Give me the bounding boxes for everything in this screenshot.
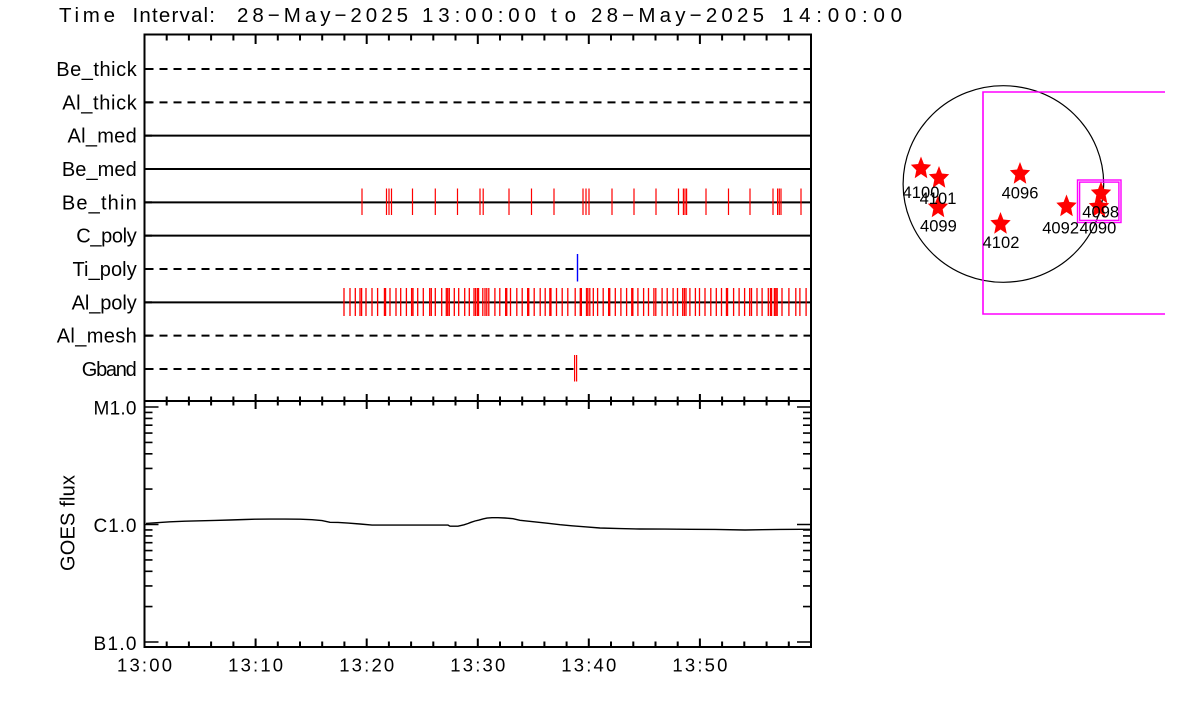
svg-text:Interval:: Interval:	[133, 4, 216, 27]
svg-text:13:10: 13:10	[228, 655, 283, 676]
svg-text:M1.0: M1.0	[94, 399, 137, 420]
svg-text:C1.0: C1.0	[94, 516, 137, 537]
svg-text:13:20: 13:20	[339, 655, 394, 676]
svg-text:C_poly: C_poly	[76, 226, 136, 248]
svg-text:4102: 4102	[983, 234, 1020, 252]
svg-text:4098: 4098	[1082, 203, 1119, 221]
svg-text:13:40: 13:40	[561, 655, 616, 676]
svg-text:4096: 4096	[1002, 184, 1039, 202]
svg-text:Ti_poly: Ti_poly	[73, 259, 137, 281]
svg-text:13:00: 13:00	[117, 655, 172, 676]
svg-text:4100: 4100	[903, 184, 940, 202]
svg-text:Gband: Gband	[82, 359, 137, 381]
svg-text:Al_poly: Al_poly	[72, 292, 137, 314]
svg-text:4090: 4090	[1080, 219, 1117, 237]
svg-text:Time: Time	[59, 4, 115, 27]
svg-text:28−May−2025: 28−May−2025	[591, 4, 764, 27]
svg-text:Al_thick: Al_thick	[62, 92, 138, 114]
svg-text:13:30: 13:30	[450, 655, 505, 676]
svg-text:Al_mesh: Al_mesh	[57, 326, 137, 348]
svg-text:Be_thick: Be_thick	[56, 59, 138, 81]
svg-text:Be_thin: Be_thin	[62, 192, 137, 214]
svg-text:Be_med: Be_med	[62, 159, 137, 181]
svg-text:B1.0: B1.0	[94, 634, 137, 655]
svg-text:4101: 4101	[920, 190, 957, 208]
svg-text:4092: 4092	[1042, 219, 1079, 237]
svg-text:Al_med: Al_med	[68, 126, 137, 148]
svg-text:GOES flux: GOES flux	[58, 475, 80, 571]
svg-text:28−May−2025: 28−May−2025	[237, 4, 408, 27]
svg-text:13:50: 13:50	[672, 655, 727, 676]
svg-text:4099: 4099	[920, 218, 957, 236]
